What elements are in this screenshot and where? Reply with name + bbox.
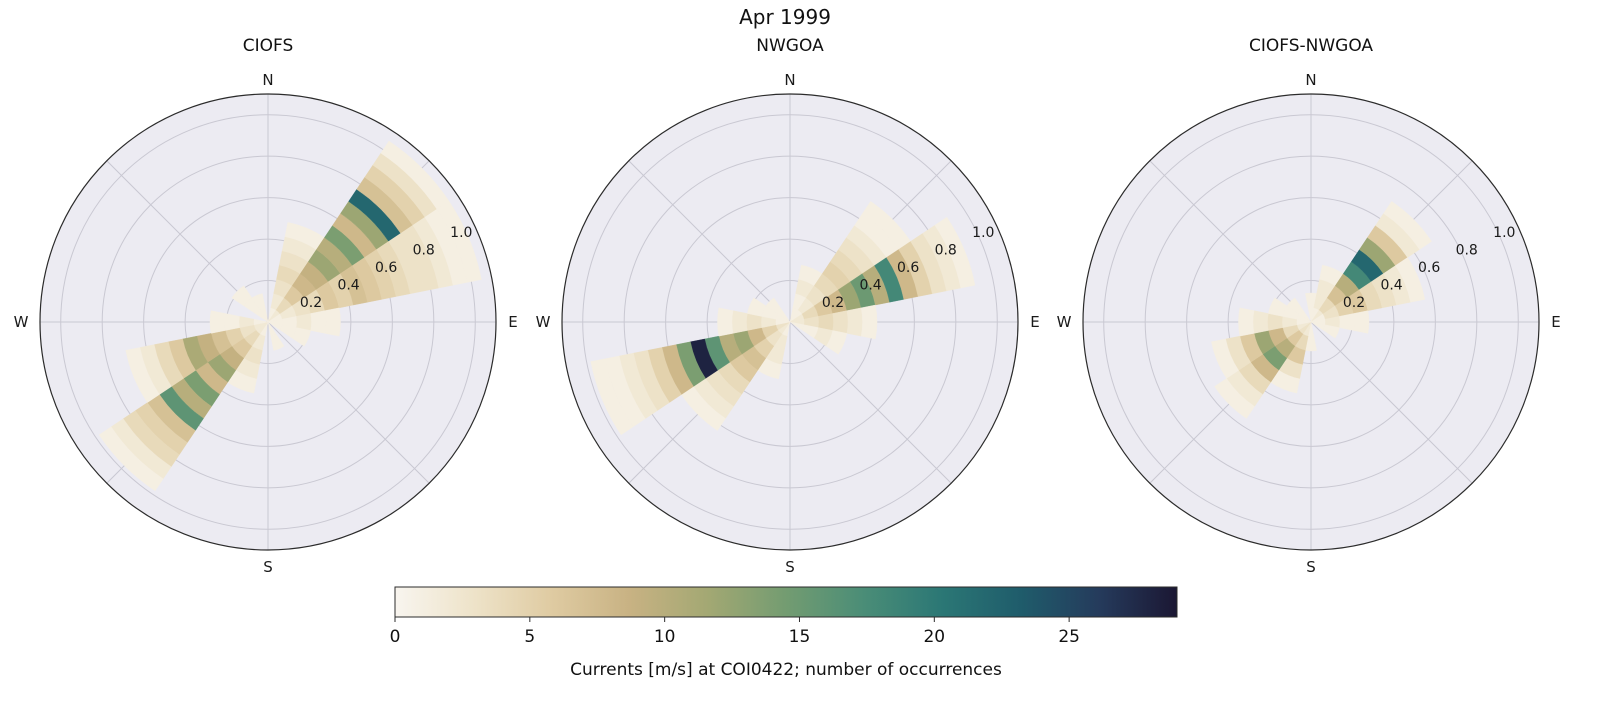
colorbar-ticks: 0 5 10 15 20 25 (390, 617, 1080, 647)
rose-cell (1214, 378, 1255, 419)
polar-spine (1082, 93, 1540, 551)
svg-text:15: 15 (789, 627, 811, 647)
svg-text:0.4: 0.4 (859, 277, 881, 293)
svg-text:0.6: 0.6 (375, 260, 397, 276)
svg-text:0.8: 0.8 (413, 242, 435, 258)
rose-cell (1286, 297, 1304, 315)
rose-cell (310, 310, 327, 334)
compass-label: S (785, 558, 795, 576)
compass-label: E (508, 313, 517, 331)
svg-text:0.6: 0.6 (897, 260, 919, 276)
rose-cell (1211, 338, 1239, 379)
rose-petals (1211, 201, 1432, 419)
svg-text:0.8: 0.8 (935, 242, 957, 258)
rose-petals (98, 140, 482, 492)
polar-spine (39, 93, 497, 551)
rose-cell (125, 347, 160, 403)
svg-text:1.0: 1.0 (450, 225, 472, 241)
rose-cell (825, 330, 848, 355)
polar-spine (561, 93, 1019, 551)
svg-text:1.0: 1.0 (1493, 225, 1515, 241)
polar-plot-ciofs-nwgoa: 0.2 0.4 0.6 0.8 1.0 N E S W (1051, 60, 1571, 580)
svg-text:0: 0 (390, 627, 401, 647)
rose-cell (1252, 310, 1269, 334)
rose-cell (324, 307, 341, 337)
colorbar-label: Currents [m/s] at COI0422; number of occ… (570, 660, 1002, 680)
rose-cell (1339, 313, 1355, 331)
polar-axes: 0.2 0.4 0.6 0.8 1.0 N E S W (536, 71, 1040, 576)
svg-text:0.4: 0.4 (337, 277, 359, 293)
plot-title-ciofs: CIOFS (242, 36, 294, 56)
compass-label: S (263, 558, 273, 576)
polar-axes: 0.2 0.4 0.6 0.8 1.0 N E S W (1057, 71, 1561, 576)
polar-axes: 0.2 0.4 0.6 0.8 1.0 N E S W (14, 71, 518, 576)
compass-label: N (262, 71, 273, 89)
rose-cell (590, 358, 634, 436)
svg-text:1.0: 1.0 (972, 225, 994, 241)
svg-text:0.2: 0.2 (300, 295, 322, 311)
svg-text:0.8: 0.8 (1456, 242, 1478, 258)
rose-cell (717, 307, 734, 337)
svg-text:0.6: 0.6 (1418, 260, 1440, 276)
rose-cell (436, 200, 482, 283)
svg-text:20: 20 (923, 627, 945, 647)
rose-cell (765, 297, 783, 315)
svg-text:25: 25 (1058, 627, 1080, 647)
radial-tick-labels: 0.2 0.4 0.6 0.8 1.0 (822, 225, 995, 311)
compass-label: E (1030, 313, 1039, 331)
rose-cell (1383, 201, 1432, 250)
svg-text:10: 10 (654, 627, 676, 647)
svg-text:5: 5 (524, 627, 535, 647)
rose-petals (590, 201, 976, 436)
rose-cell (224, 313, 240, 331)
compass-label: W (14, 313, 29, 331)
rose-cell (98, 426, 164, 492)
svg-text:0.2: 0.2 (822, 295, 844, 311)
colorbar-gradient (394, 586, 1178, 618)
compass-label: S (1306, 558, 1316, 576)
rose-cell (270, 333, 285, 351)
radial-tick-labels: 0.2 0.4 0.6 0.8 1.0 (1343, 225, 1516, 311)
compass-label: N (1305, 71, 1316, 89)
compass-label: W (536, 313, 551, 331)
rose-cell (934, 216, 976, 289)
compass-label: N (784, 71, 795, 89)
polar-plot-nwgoa: 0.2 0.4 0.6 0.8 1.0 N E S W (530, 60, 1050, 580)
rose-cell (832, 310, 849, 334)
rose-cell (846, 307, 863, 337)
compass-label: E (1551, 313, 1560, 331)
svg-text:0.4: 0.4 (1380, 277, 1402, 293)
figure-suptitle: Apr 1999 (739, 5, 831, 29)
polar-plot-ciofs: 0.2 0.4 0.6 0.8 1.0 N E S W (8, 60, 528, 580)
rose-cell (1353, 310, 1370, 334)
plot-title-ciofs-nwgoa: CIOFS-NWGOA (1248, 36, 1374, 56)
rose-cell (1238, 307, 1255, 337)
rose-cell (291, 327, 311, 347)
colorbar-axes: 0 5 10 15 20 25 (390, 586, 1178, 647)
radial-tick-labels: 0.2 0.4 0.6 0.8 1.0 (300, 225, 473, 311)
rose-cell (731, 310, 748, 334)
rose-cell (209, 310, 226, 334)
rose-cell (860, 304, 878, 340)
plot-title-nwgoa: NWGOA (756, 36, 824, 56)
rose-cell (1322, 324, 1340, 339)
colorbar: 0 5 10 15 20 25 (386, 585, 1186, 655)
svg-text:0.2: 0.2 (1343, 295, 1365, 311)
rose-cell (251, 293, 266, 311)
rose-cell (1395, 257, 1426, 303)
compass-label: W (1057, 313, 1072, 331)
